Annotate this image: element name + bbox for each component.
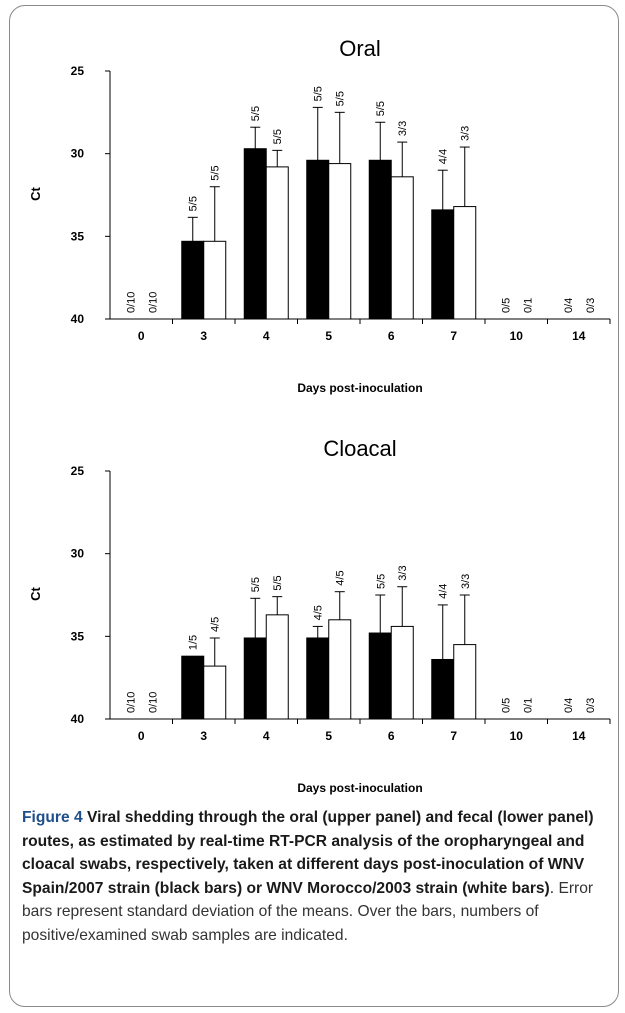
bar-label: 5/5	[250, 106, 262, 121]
y-axis-label: Ct	[28, 586, 43, 600]
cloacal-chart: Cloacal Ct 25 30 35 40 0 3 4 5 6 7 10 14 Days post-ino…	[28, 436, 611, 795]
bar	[328, 619, 352, 720]
x-tick-label: 4	[263, 329, 270, 343]
x-tick-label: 14	[572, 729, 586, 743]
y-tick-label: 25	[71, 464, 85, 478]
x-axis-label: Days post-inoculation	[297, 381, 422, 395]
caption-bold-text: Viral shedding through the oral (upper p…	[22, 809, 594, 897]
caption-period: .	[549, 879, 555, 897]
bar-label: 4/5	[210, 617, 222, 632]
x-tick-label: 5	[325, 329, 332, 343]
x-tick-label: 10	[510, 729, 524, 743]
bar	[431, 209, 455, 320]
x-tick-label: 6	[388, 729, 395, 743]
bar	[203, 240, 227, 320]
bar-label: 3/3	[460, 126, 472, 141]
bar-label: 3/3	[460, 574, 472, 589]
bar	[390, 625, 414, 720]
bar-label: 0/5	[500, 298, 512, 313]
bar-label: 0/10	[125, 292, 137, 313]
bar-label: 5/5	[335, 91, 347, 106]
bar-label: 4/5	[313, 605, 325, 620]
y-tick-label: 35	[71, 229, 85, 243]
x-tick-label: 3	[200, 729, 207, 743]
y-tick-label: 35	[71, 629, 85, 643]
bar-label: 0/10	[147, 692, 159, 713]
bar-label: 0/10	[125, 692, 137, 713]
bar-label: 0/4	[563, 698, 575, 713]
bar	[306, 159, 330, 320]
bar-label: 4/5	[335, 570, 347, 585]
bar-label: 4/4	[438, 149, 450, 164]
x-tick-label: 5	[325, 729, 332, 743]
x-tick-label: 0	[138, 329, 145, 343]
bar-label: 5/5	[375, 101, 387, 116]
x-tick-label: 14	[572, 329, 586, 343]
bar-label: 3/3	[397, 121, 409, 136]
y-tick-label: 25	[71, 64, 85, 78]
bar	[181, 240, 205, 320]
chart-title: Oral	[339, 36, 381, 61]
x-tick-label: 3	[200, 329, 207, 343]
bar	[243, 148, 267, 320]
bar-label: 5/5	[375, 574, 387, 589]
y-tick-label: 40	[71, 712, 85, 726]
bar	[203, 665, 227, 720]
bar-label: 5/5	[188, 196, 200, 211]
bar-label: 0/3	[585, 698, 597, 713]
bar-label: 3/3	[397, 565, 409, 580]
bar	[181, 655, 205, 720]
bar	[453, 644, 477, 720]
x-tick-label: 6	[388, 329, 395, 343]
figure-frame	[9, 5, 619, 1007]
figure-label: Figure 4	[22, 809, 83, 826]
bar-label: 5/5	[313, 86, 325, 101]
x-tick-label: 7	[450, 729, 457, 743]
bar-label: 5/5	[250, 577, 262, 592]
bar	[431, 658, 455, 720]
bar-label: 0/5	[500, 698, 512, 713]
x-tick-label: 10	[510, 329, 524, 343]
bar	[453, 206, 477, 320]
bar-label: 0/1	[522, 298, 534, 313]
bar-label: 4/4	[438, 584, 450, 599]
bar	[243, 637, 267, 720]
x-tick-label: 4	[263, 729, 270, 743]
y-axis-label: Ct	[28, 186, 43, 200]
bar-label: 0/10	[147, 292, 159, 313]
bar	[328, 163, 352, 320]
bar-label: 5/5	[272, 575, 284, 590]
bar-label: 0/4	[563, 298, 575, 313]
bar	[368, 632, 392, 720]
bar-label: 1/5	[188, 635, 200, 650]
chart-title: Cloacal	[323, 436, 396, 461]
bar	[306, 637, 330, 720]
bar	[265, 614, 289, 720]
x-tick-label: 7	[450, 329, 457, 343]
bar	[265, 166, 289, 320]
oral-chart: Oral Ct 25 30 35 40 0 3 4 5 6 7 10 14 Days post-inocul…	[28, 36, 611, 395]
bar	[390, 176, 414, 320]
y-tick-label: 30	[71, 547, 85, 561]
x-axis-label: Days post-inoculation	[297, 781, 422, 795]
bar-label: 5/5	[210, 165, 222, 180]
caption-note: Error bars represent standard deviation …	[22, 879, 594, 944]
bar-label: 0/3	[585, 298, 597, 313]
bar-label: 0/1	[522, 698, 534, 713]
figure-caption: Figure 4 Viral shedding through the oral…	[22, 806, 608, 947]
bar	[368, 159, 392, 320]
y-tick-label: 40	[71, 312, 85, 326]
y-tick-label: 30	[71, 147, 85, 161]
bar-label: 5/5	[272, 129, 284, 144]
x-tick-label: 0	[138, 729, 145, 743]
